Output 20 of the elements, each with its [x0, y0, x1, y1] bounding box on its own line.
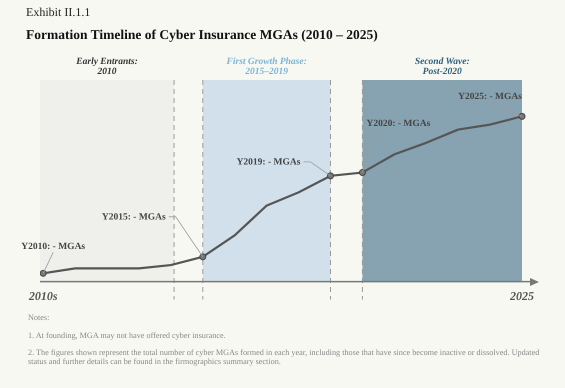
chart-title: Formation Timeline of Cyber Insurance MGAs (2010 – 2025) — [26, 27, 378, 43]
band-label: Second Wave: Post-2020 — [414, 57, 470, 77]
point — [199, 253, 206, 260]
x-tick-label: 2010s — [28, 288, 58, 303]
text: 1. At founding, MGA may not have offered cyber insurance. — [28, 330, 227, 340]
annotation: Y2015: - MGAs — [102, 212, 166, 222]
text: 2. The figures shown represent the total number of cyber MGAs formed in each year, including those that have since become inactive or dissolved. Updated status and further details can be found in the firmographics summary section. — [28, 348, 540, 366]
point — [326, 172, 334, 180]
chart-subtitle: Exhibit II.1.1 — [26, 5, 90, 20]
point — [358, 169, 366, 176]
band-label: First Growth Phase: 2015–2019 — [226, 57, 307, 77]
annotation: Y2019: - MGAs — [236, 157, 301, 168]
annotation: Y2010: - MGAs — [21, 242, 86, 252]
x-tick-label: 2025 — [509, 288, 534, 303]
annotation: Y2025: - MGAs — [458, 92, 522, 102]
point — [518, 112, 526, 120]
annotation: Y2020: - MGAs — [366, 118, 431, 129]
text: Notes: — [28, 313, 50, 323]
band-label: Early Entrants: 2010 — [75, 57, 138, 77]
point — [40, 270, 47, 277]
